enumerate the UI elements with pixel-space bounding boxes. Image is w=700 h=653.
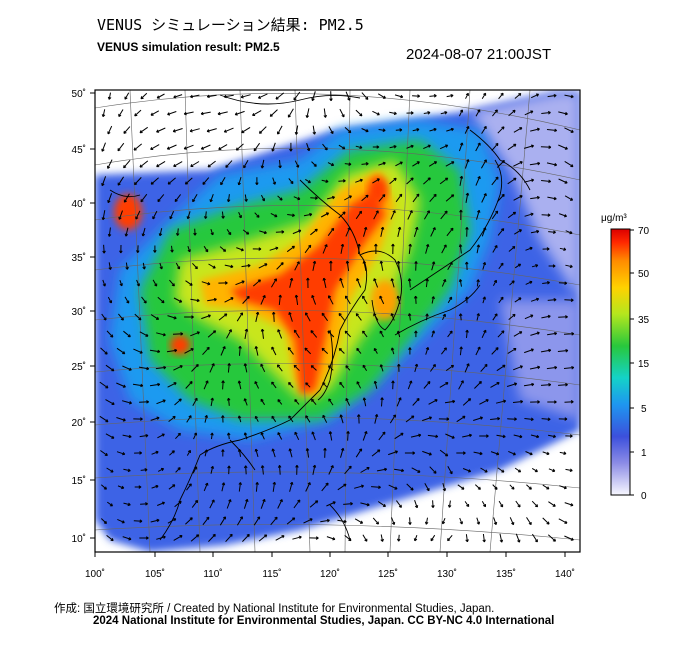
colorbar-tick-35: 35 <box>638 315 650 326</box>
lon-tick-125: 125˚ <box>378 568 398 580</box>
lon-tick-120: 120˚ <box>320 568 340 580</box>
lon-tick-135: 135˚ <box>496 568 516 580</box>
lat-tick-10: 10˚ <box>72 533 86 545</box>
lat-tick-45: 45˚ <box>72 144 86 156</box>
colorbar-tick-15: 15 <box>638 359 650 370</box>
colorbar-scale <box>611 229 630 495</box>
colorbar-tick-0: 0 <box>641 491 647 502</box>
colorbar-tick-70: 70 <box>638 226 650 237</box>
credit-license: 2024 National Institute for Environmenta… <box>93 615 700 627</box>
credit-creator: 作成: 国立環境研究所 / Created by National Instit… <box>54 600 700 616</box>
lat-tick-40: 40˚ <box>72 198 86 210</box>
colorbar-tick-1: 1 <box>641 448 647 459</box>
lon-tick-140: 140˚ <box>555 568 575 580</box>
lon-tick-100: 100˚ <box>85 568 105 580</box>
lat-tick-20: 20˚ <box>72 417 86 429</box>
lat-tick-15: 15˚ <box>72 475 86 487</box>
colorbar-tick-50: 50 <box>638 269 650 280</box>
lon-tick-130: 130˚ <box>437 568 457 580</box>
lat-tick-50: 50˚ <box>72 88 86 100</box>
hotspot-west <box>114 194 142 230</box>
colorbar-tick-5: 5 <box>641 404 647 415</box>
lon-tick-105: 105˚ <box>145 568 165 580</box>
colorbar-unit: μg/m³ <box>601 213 627 224</box>
colorbar: μg/m³ 70 50 35 15 5 1 0 <box>601 213 650 502</box>
longitude-axis: 100˚ 105˚ 110˚ 115˚ 120˚ 125˚ 130˚ 135˚ … <box>85 552 575 580</box>
lon-tick-110: 110˚ <box>203 568 222 580</box>
lon-tick-115: 115˚ <box>262 568 281 580</box>
lat-tick-35: 35˚ <box>72 252 86 264</box>
latitude-axis: 50˚ 45˚ 40˚ 35˚ 30˚ 25˚ 20˚ 15˚ 10˚ <box>72 88 95 545</box>
lat-tick-30: 30˚ <box>72 306 86 318</box>
lat-tick-25: 25˚ <box>72 361 86 373</box>
